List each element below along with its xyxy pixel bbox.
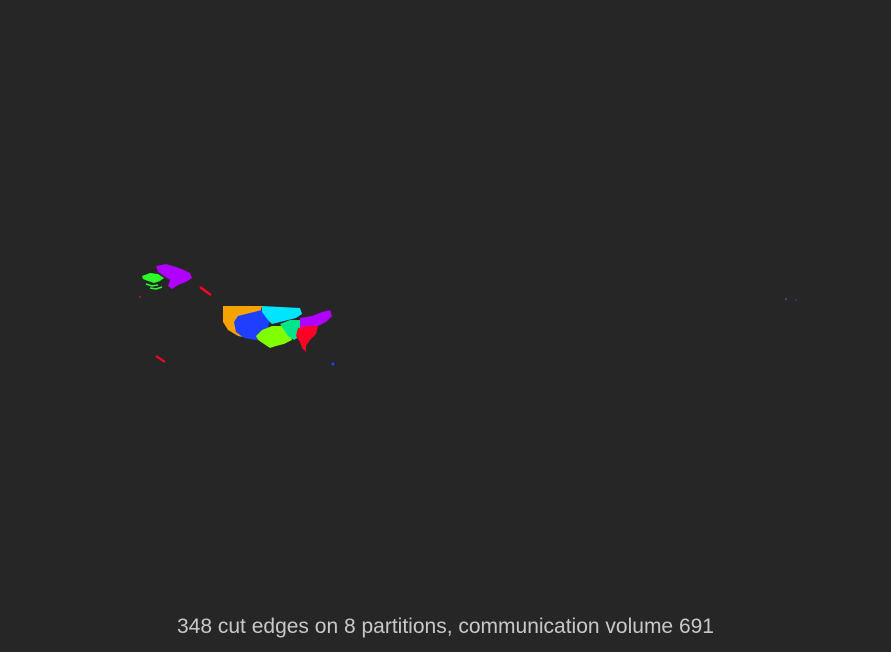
far-island-dot-1 xyxy=(785,298,787,300)
partition-map xyxy=(139,264,797,366)
alaska-chain-green xyxy=(145,283,163,290)
partition-red xyxy=(296,326,318,352)
hawaii-partition-red xyxy=(155,355,166,363)
alaska-panhandle-red xyxy=(199,286,212,297)
contiguous-us xyxy=(223,306,332,352)
partition-purple xyxy=(300,310,332,328)
puerto-rico-blue xyxy=(331,362,335,366)
far-islands xyxy=(785,298,797,301)
alaska-region xyxy=(139,264,212,298)
alaska-partition-purple xyxy=(156,264,192,289)
partition-stats-caption: 348 cut edges on 8 partitions, communica… xyxy=(177,615,714,638)
alaska-dot-red xyxy=(139,296,141,298)
partition-cyan xyxy=(262,306,302,324)
alaska-partition-green xyxy=(142,273,164,283)
far-island-dot-2 xyxy=(795,299,797,301)
hawaii-region xyxy=(155,355,166,363)
graph-partition-view[interactable] xyxy=(0,0,891,600)
partition-lime xyxy=(256,326,292,348)
